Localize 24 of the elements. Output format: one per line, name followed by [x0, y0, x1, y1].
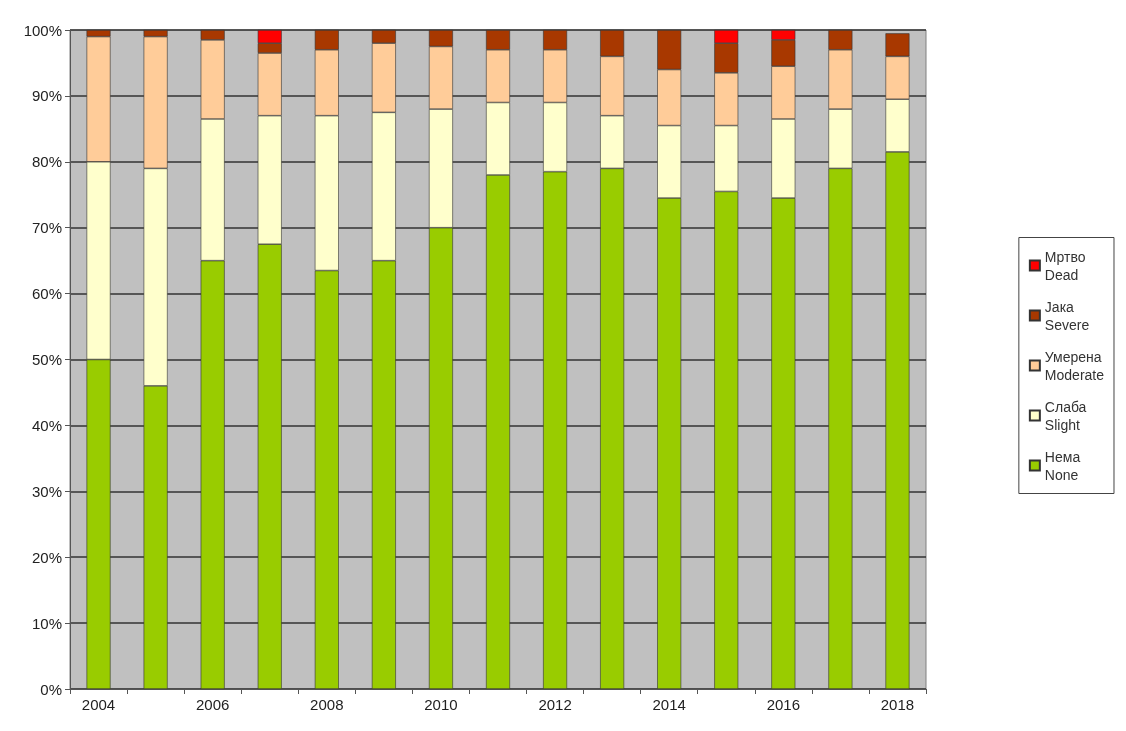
legend-label: Јака Severe [1044, 298, 1090, 333]
y-tick-label: 70% [31, 219, 62, 237]
y-tick-label: 40% [31, 416, 62, 434]
x-tick-label: 2008 [310, 696, 344, 713]
x-tick-label: 2006 [195, 696, 230, 713]
x-tick-label: 2016 [766, 696, 801, 713]
y-tick-label: 0% [40, 680, 62, 698]
x-tick-label: 2012 [538, 696, 572, 713]
y-tick-label: 20% [31, 548, 62, 566]
y-tick-label: 10% [31, 614, 62, 632]
x-tick-label: 2014 [652, 696, 686, 713]
legend-label: Умерена Moderate [1044, 348, 1105, 383]
legend-label: Нема None [1044, 448, 1081, 483]
y-tick-label: 90% [31, 87, 62, 105]
y-tick-label: 80% [31, 153, 62, 171]
x-tick-label: 2010 [424, 696, 458, 713]
legend-label: Слаба Slight [1044, 398, 1087, 433]
y-tick-label: 60% [31, 285, 62, 303]
y-tick-label: 100% [23, 21, 62, 39]
x-tick-label: 2004 [81, 696, 116, 713]
y-tick-label: 50% [31, 351, 62, 368]
y-tick-label: 30% [31, 482, 62, 500]
legend-label: Мртво Dead [1044, 248, 1086, 283]
x-tick-label: 2018 [880, 696, 915, 713]
